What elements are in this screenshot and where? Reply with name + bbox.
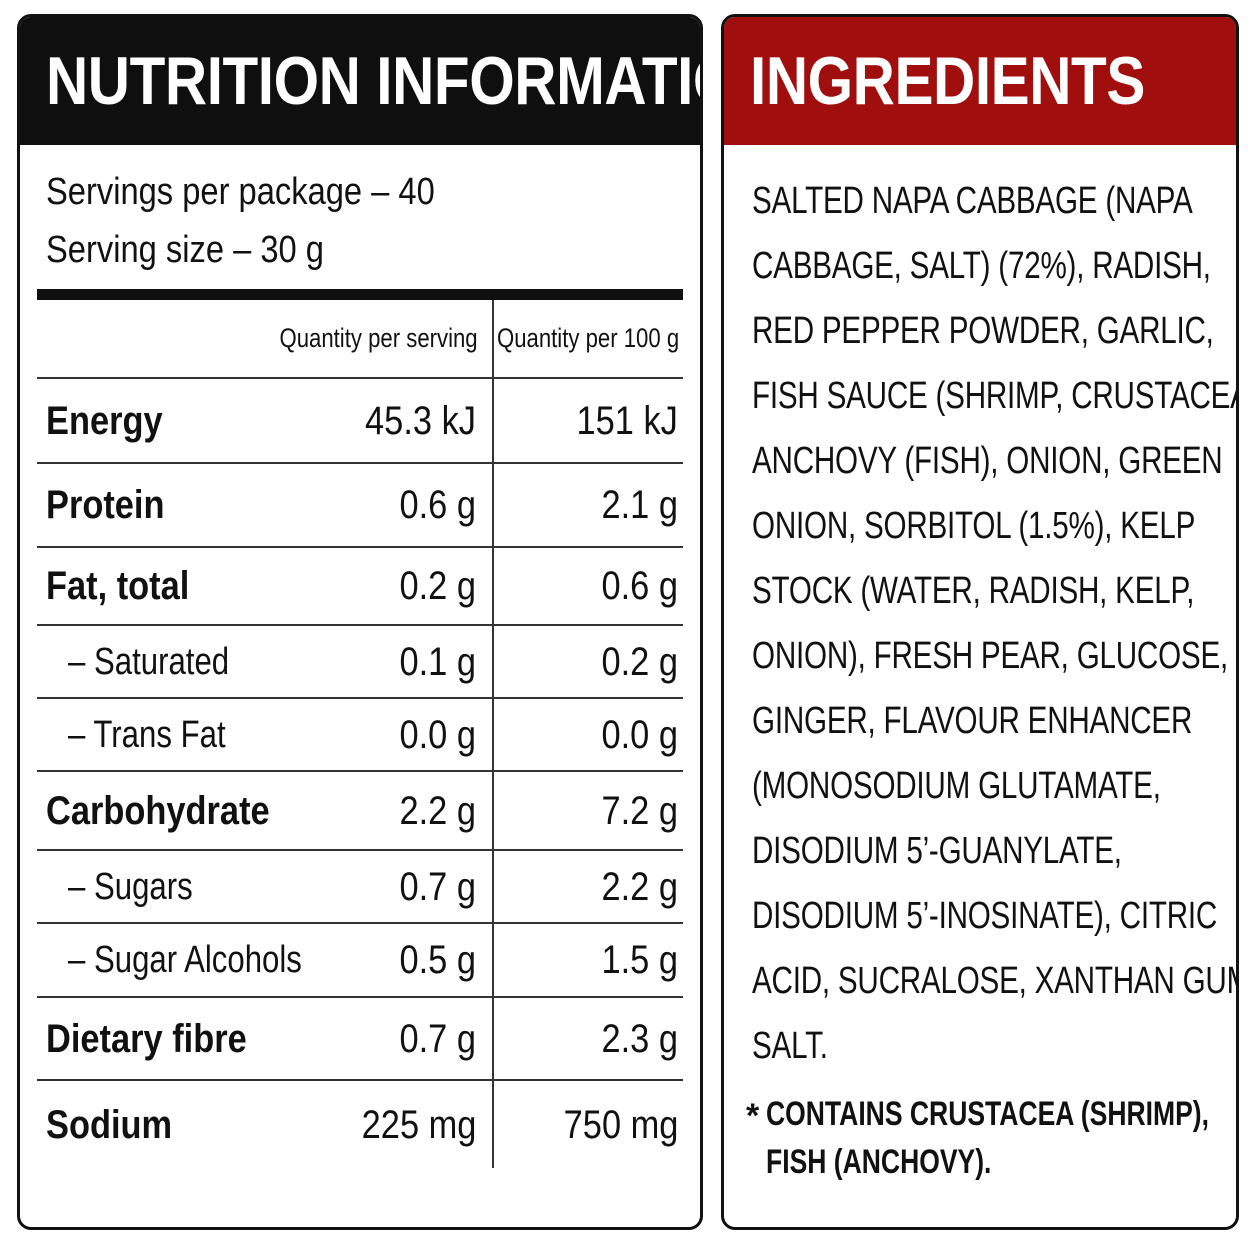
value-per-serving: 0.7 g (399, 1016, 476, 1061)
thick-divider (37, 289, 683, 300)
allergen-marker: * (746, 1097, 760, 1135)
nutrition-panel: NUTRITION INFORMATION Servings per packa… (17, 14, 703, 1230)
value-per-100g: 2.3 g (601, 1016, 678, 1061)
table-row-trans-fat: – Trans Fat 0.0 g 0.0 g (20, 699, 700, 770)
row-divider (37, 996, 683, 998)
nutrient-label: Sodium (46, 1102, 173, 1147)
table-row-protein: Protein 0.6 g 2.1 g (20, 464, 700, 546)
nutrition-title: NUTRITION INFORMATION (46, 43, 700, 119)
ingredients-line: DISODIUM 5’-INOSINATE), CITRIC (752, 895, 1218, 937)
ingredients-line: RED PEPPER POWDER, GARLIC, (752, 310, 1214, 352)
value-per-100g: 0.2 g (601, 639, 678, 684)
value-per-serving: 0.2 g (399, 564, 476, 608)
table-row-sugars: – Sugars 0.7 g 2.2 g (20, 851, 700, 922)
ingredients-line: ONION), FRESH PEAR, GLUCOSE, (752, 635, 1229, 677)
ingredients-line: ONION, SORBITOL (1.5%), KELP (752, 505, 1196, 547)
nutrient-label: Carbohydrate (46, 788, 270, 833)
value-per-100g: 7.2 g (601, 788, 678, 833)
nutrient-label: – Saturated (68, 640, 230, 683)
table-row-fat-total: Fat, total 0.2 g 0.6 g (20, 548, 700, 624)
column-header-per-100g: Quantity per 100 g (496, 323, 679, 353)
value-per-serving: 2.2 g (399, 788, 476, 833)
servings-per-package: Servings per package – 40 (46, 171, 435, 213)
table-row-dietary-fibre: Dietary fibre 0.7 g 2.3 g (20, 998, 700, 1079)
row-divider (37, 922, 683, 924)
serving-size: Serving size – 30 g (46, 229, 324, 271)
value-per-100g: 0.6 g (601, 564, 678, 608)
nutrition-header: NUTRITION INFORMATION (20, 17, 700, 145)
value-per-serving: 45.3 kJ (365, 398, 476, 443)
row-divider (37, 624, 683, 626)
row-divider (37, 546, 683, 548)
value-per-100g: 2.1 g (601, 483, 678, 527)
table-row-sodium: Sodium 225 mg 750 mg (20, 1081, 700, 1168)
nutrient-label: – Trans Fat (68, 713, 226, 756)
value-per-100g: 0.0 g (601, 712, 678, 757)
ingredients-line: ACID, SUCRALOSE, XANTHAN GUM, (752, 960, 1239, 1002)
value-per-serving: 0.0 g (399, 712, 476, 757)
ingredients-line: FISH SAUCE (SHRIMP, CRUSTACEA), (752, 375, 1239, 417)
allergen-statement-line: FISH (ANCHOVY). (766, 1143, 992, 1181)
value-per-serving: 0.5 g (399, 938, 476, 982)
ingredients-line: GINGER, FLAVOUR ENHANCER (752, 700, 1193, 742)
ingredients-line: SALTED NAPA CABBAGE (NAPA (752, 180, 1193, 222)
value-per-serving: 0.1 g (399, 639, 476, 684)
ingredients-line: ANCHOVY (FISH), ONION, GREEN (752, 440, 1223, 482)
row-divider (37, 377, 683, 379)
row-divider (37, 1079, 683, 1081)
ingredients-panel: INGREDIENTS SALTED NAPA CABBAGE (NAPA CA… (721, 14, 1239, 1230)
allergen-statement-line: CONTAINS CRUSTACEA (SHRIMP), (766, 1095, 1209, 1133)
row-divider (37, 697, 683, 699)
value-per-100g: 750 mg (563, 1102, 678, 1147)
column-header-per-serving: Quantity per serving (279, 323, 478, 353)
ingredients-header: INGREDIENTS (724, 17, 1236, 145)
ingredients-line: STOCK (WATER, RADISH, KELP, (752, 570, 1195, 612)
nutrient-label: Dietary fibre (46, 1016, 247, 1061)
value-per-100g: 1.5 g (601, 938, 678, 982)
table-row-saturated: – Saturated 0.1 g 0.2 g (20, 626, 700, 697)
value-per-serving: 225 mg (361, 1102, 476, 1147)
row-divider (37, 849, 683, 851)
nutrient-label: Energy (46, 398, 163, 443)
column-divider (492, 300, 494, 1168)
nutrient-label: Fat, total (46, 564, 190, 608)
table-row-carbohydrate: Carbohydrate 2.2 g 7.2 g (20, 772, 700, 849)
table-row-energy: Energy 45.3 kJ 151 kJ (20, 379, 700, 462)
table-row-sugar-alcohols: – Sugar Alcohols 0.5 g 1.5 g (20, 924, 700, 996)
nutrient-label: – Sugars (68, 865, 193, 908)
value-per-serving: 0.7 g (399, 864, 476, 909)
ingredients-title: INGREDIENTS (750, 43, 1145, 119)
nutrient-label: Protein (46, 483, 165, 527)
value-per-100g: 151 kJ (576, 398, 678, 443)
value-per-serving: 0.6 g (399, 483, 476, 527)
row-divider (37, 462, 683, 464)
value-per-100g: 2.2 g (601, 864, 678, 909)
ingredients-line: SALT. (752, 1025, 828, 1067)
ingredients-line: CABBAGE, SALT) (72%), RADISH, (752, 245, 1211, 287)
ingredients-line: DISODIUM 5’-GUANYLATE, (752, 830, 1122, 872)
nutrient-label: – Sugar Alcohols (68, 939, 302, 981)
row-divider (37, 770, 683, 772)
ingredients-line: (MONOSODIUM GLUTAMATE, (752, 765, 1161, 807)
